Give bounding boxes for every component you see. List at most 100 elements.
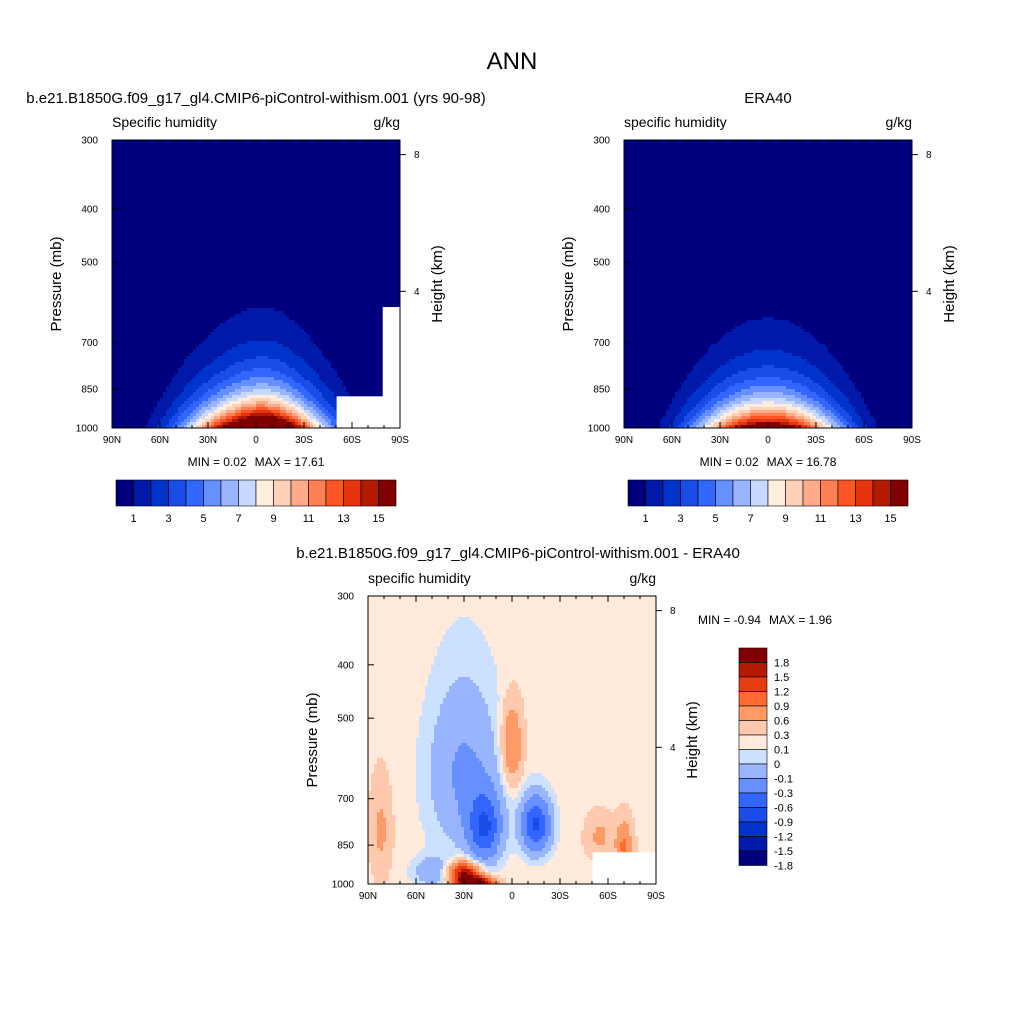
- field-cell: [367, 161, 371, 165]
- field-cell: [211, 275, 215, 279]
- field-cell: [247, 149, 251, 153]
- field-cell: [217, 161, 221, 165]
- field-cell: [379, 212, 383, 216]
- field-cell: [343, 233, 347, 237]
- field-cell: [121, 191, 125, 195]
- field-cell: [373, 275, 377, 279]
- field-cell: [325, 179, 329, 183]
- field-cell: [214, 290, 218, 294]
- field-cell: [289, 161, 293, 165]
- field-cell: [130, 149, 134, 153]
- field-cell: [130, 251, 134, 255]
- field-cell: [355, 275, 359, 279]
- field-cell: [169, 221, 173, 225]
- field-cell: [169, 173, 173, 177]
- field-cell: [145, 161, 149, 165]
- field-cell: [205, 182, 209, 186]
- field-cell: [322, 278, 326, 282]
- field-cell: [229, 182, 233, 186]
- field-cell: [298, 215, 302, 219]
- field-cell: [235, 257, 239, 261]
- field-cell: [238, 167, 242, 171]
- field-cell: [328, 200, 332, 204]
- field-cell: [244, 191, 248, 195]
- field-cell: [349, 218, 353, 222]
- field-cell: [151, 200, 155, 204]
- field-cell: [283, 212, 287, 216]
- field-cell: [346, 284, 350, 288]
- field-cell: [223, 218, 227, 222]
- field-cell: [142, 152, 146, 156]
- field-cell: [370, 269, 374, 273]
- field-cell: [148, 224, 152, 228]
- field-cell: [271, 149, 275, 153]
- field-cell: [346, 269, 350, 273]
- field-cell: [274, 242, 278, 246]
- field-cell: [292, 143, 296, 147]
- field-cell: [370, 185, 374, 189]
- field-cell: [268, 284, 272, 288]
- field-cell: [298, 248, 302, 252]
- field-cell: [292, 218, 296, 222]
- field-cell: [268, 164, 272, 168]
- field-cell: [397, 236, 400, 240]
- field-cell: [187, 209, 191, 213]
- field-cell: [169, 161, 173, 165]
- field-cell: [118, 185, 122, 189]
- field-cell: [241, 197, 245, 201]
- field-cell: [190, 170, 194, 174]
- field-cell: [115, 143, 119, 147]
- field-cell: [229, 197, 233, 201]
- field-cell: [139, 275, 143, 279]
- field-cell: [298, 221, 302, 225]
- field-cell: [154, 227, 158, 231]
- field-cell: [343, 167, 347, 171]
- field-cell: [310, 266, 314, 270]
- field-cell: [322, 287, 326, 291]
- field-cell: [190, 230, 194, 234]
- field-cell: [322, 224, 326, 228]
- field-cell: [283, 170, 287, 174]
- field-cell: [295, 179, 299, 183]
- field-cell: [310, 149, 314, 153]
- field-cell: [190, 146, 194, 150]
- field-cell: [130, 227, 134, 231]
- field-cell: [364, 260, 368, 264]
- field-cell: [268, 287, 272, 291]
- field-cell: [382, 167, 386, 171]
- field-cell: [148, 212, 152, 216]
- field-cell: [346, 173, 350, 177]
- field-cell: [157, 161, 161, 165]
- field-cell: [226, 284, 230, 288]
- field-cell: [184, 248, 188, 252]
- field-cell: [118, 161, 122, 165]
- field-cell: [382, 287, 386, 291]
- field-cell: [307, 254, 311, 258]
- field-cell: [178, 164, 182, 168]
- field-cell: [193, 233, 197, 237]
- field-cell: [385, 170, 389, 174]
- field-cell: [229, 230, 233, 234]
- field-cell: [256, 278, 260, 282]
- field-cell: [379, 206, 383, 210]
- field-cell: [235, 212, 239, 216]
- field-cell: [310, 272, 314, 276]
- field-cell: [265, 185, 269, 189]
- field-cell: [184, 182, 188, 186]
- field-cell: [349, 185, 353, 189]
- field-cell: [355, 239, 359, 243]
- field-cell: [208, 161, 212, 165]
- field-cell: [208, 209, 212, 213]
- field-cell: [133, 248, 137, 252]
- field-cell: [379, 248, 383, 252]
- field-cell: [352, 167, 356, 171]
- field-cell: [193, 266, 197, 270]
- field-cell: [295, 164, 299, 168]
- field-cell: [271, 236, 275, 240]
- field-cell: [127, 182, 131, 186]
- field-cell: [157, 179, 161, 183]
- field-cell: [166, 140, 170, 144]
- field-cell: [151, 212, 155, 216]
- field-cell: [280, 266, 284, 270]
- field-cell: [319, 254, 323, 258]
